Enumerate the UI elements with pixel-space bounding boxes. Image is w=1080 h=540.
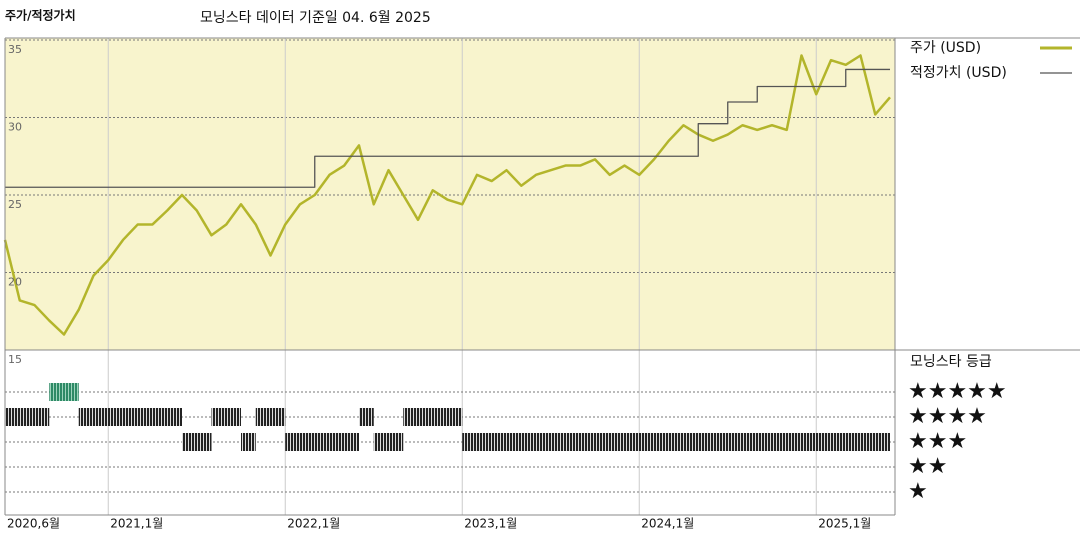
x-tick-label: 2022,1월 xyxy=(287,517,340,531)
rating-block xyxy=(359,408,374,426)
rating-block xyxy=(211,408,241,426)
chart-title: 주가/적정가치 xyxy=(5,8,76,23)
rating-block xyxy=(241,433,256,451)
star-label: ★★★★ xyxy=(908,404,987,429)
chart-subtitle: 모닝스타 데이터 기준일 04. 6월 2025 xyxy=(200,10,431,26)
rating-block xyxy=(285,433,359,451)
rating-block xyxy=(78,408,182,426)
y-tick-label: 30 xyxy=(8,121,22,134)
x-tick-label: 2023,1월 xyxy=(464,517,517,531)
star-label: ★★★★★ xyxy=(908,379,1007,404)
fair-value-line xyxy=(5,68,890,188)
legend-label: 적정가치 (USD) xyxy=(910,65,1007,81)
ratings-title: 모닝스타 등급 xyxy=(910,354,992,370)
rating-block xyxy=(403,408,463,426)
y-tick-label: 25 xyxy=(8,198,22,211)
x-tick-label: 2024,1월 xyxy=(641,517,694,531)
y-tick-label: 35 xyxy=(8,43,22,56)
y-tick-label: 20 xyxy=(8,276,22,289)
x-tick-label: 2021,1월 xyxy=(110,517,163,531)
x-tick-label: 2025,1월 xyxy=(818,517,871,531)
star-label: ★★ xyxy=(908,454,947,479)
rating-block xyxy=(5,408,50,426)
rating-block xyxy=(373,433,404,451)
rating-block xyxy=(49,383,79,401)
plot-background xyxy=(5,38,895,350)
rating-block xyxy=(255,408,286,426)
price-line xyxy=(3,54,891,336)
star-label: ★ xyxy=(908,479,928,504)
star-label: ★★★ xyxy=(908,429,967,454)
y-tick-label: 15 xyxy=(8,353,22,366)
rating-block xyxy=(182,433,212,451)
x-tick-label: 2020,6월 xyxy=(7,517,60,531)
rating-block xyxy=(462,433,890,451)
legend-label: 주가 (USD) xyxy=(910,40,981,56)
